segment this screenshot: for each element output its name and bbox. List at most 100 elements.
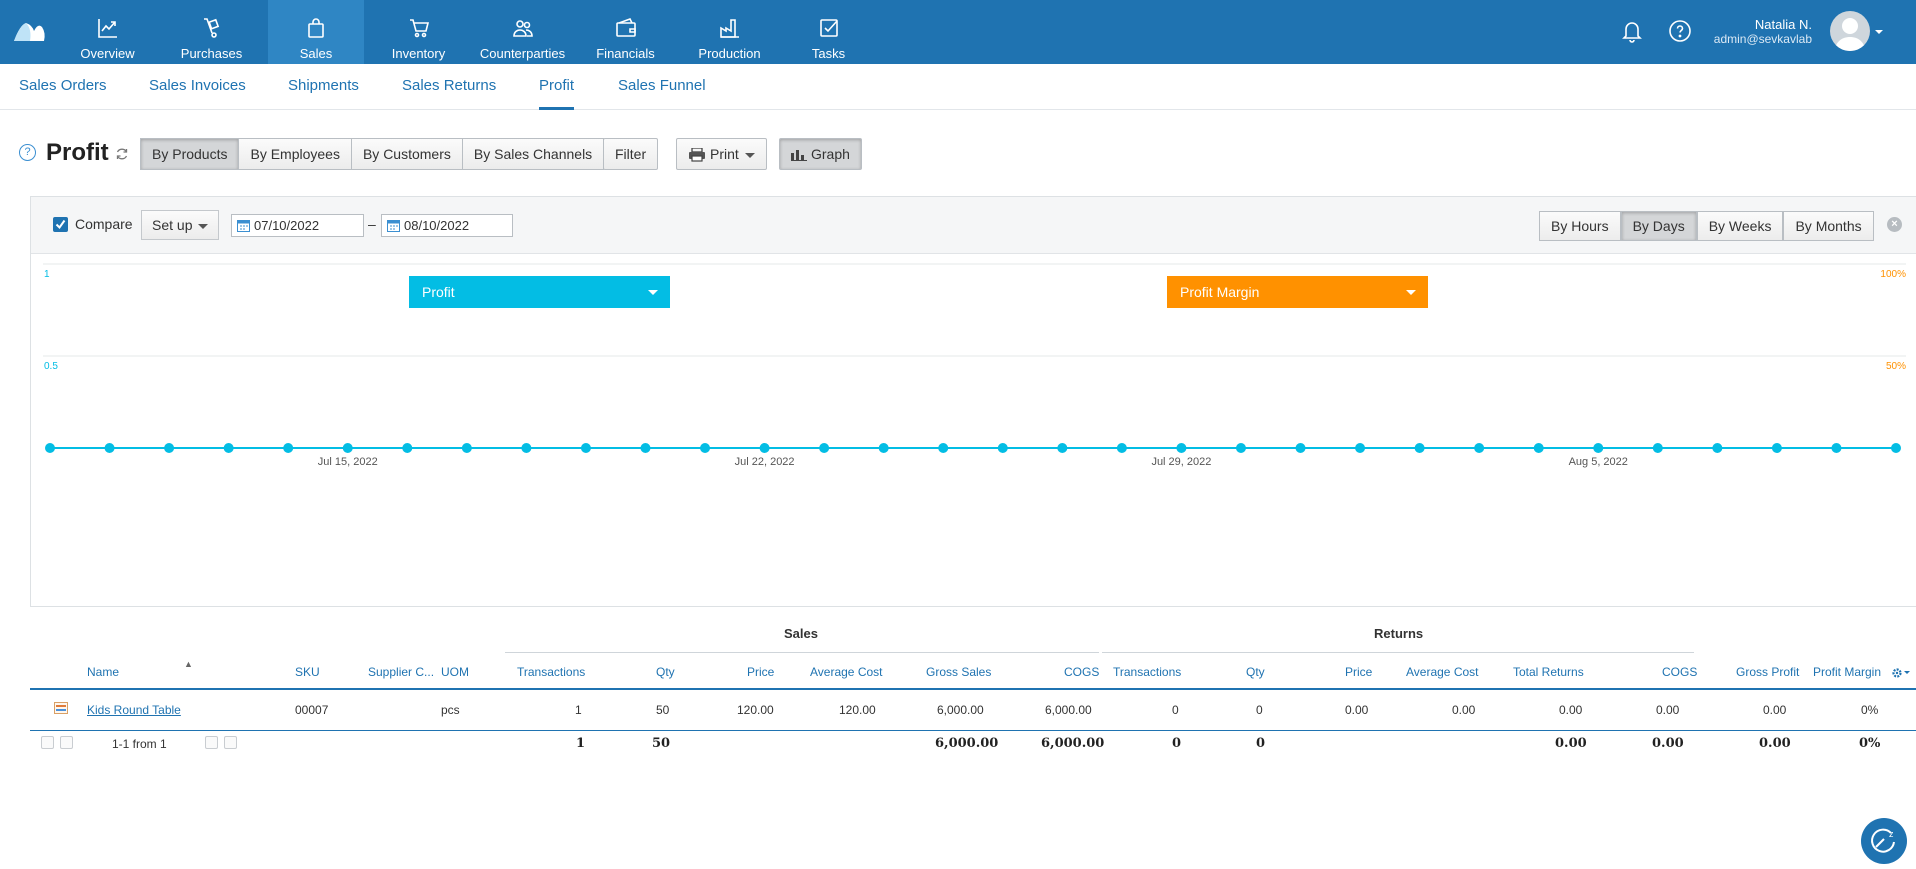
bell-icon[interactable] bbox=[1620, 18, 1644, 44]
col-return-average-cost[interactable]: Average Cost bbox=[1406, 665, 1479, 679]
setup-dropdown[interactable]: Set up bbox=[141, 210, 220, 240]
cell-cogs: 6,000.00 bbox=[1045, 703, 1092, 717]
col-sku[interactable]: SKU bbox=[295, 665, 320, 679]
column-settings-gear-icon[interactable] bbox=[1892, 668, 1912, 678]
tab-sales-orders[interactable]: Sales Orders bbox=[19, 77, 107, 94]
col-return-cogs[interactable]: COGS bbox=[1662, 665, 1698, 679]
nav-counterparties[interactable]: Counterparties bbox=[475, 0, 570, 64]
totals-divider bbox=[30, 730, 1916, 731]
page-help-icon[interactable]: ? bbox=[19, 144, 36, 161]
user-info[interactable]: Natalia N. admin@sevkavlab bbox=[1714, 17, 1812, 47]
x-axis-tick-label: Aug 5, 2022 bbox=[1569, 456, 1628, 468]
cart-icon bbox=[409, 19, 429, 38]
data-point bbox=[521, 443, 532, 453]
calendar-icon[interactable] bbox=[387, 219, 400, 232]
setup-label: Set up bbox=[152, 217, 193, 233]
calendar-icon[interactable] bbox=[237, 219, 250, 232]
data-point bbox=[1176, 443, 1187, 453]
by-days-button[interactable]: By Days bbox=[1620, 211, 1697, 241]
col-qty[interactable]: Qty bbox=[656, 665, 675, 679]
total-return-transactions: 0 bbox=[1172, 736, 1182, 751]
tab-profit[interactable]: Profit bbox=[539, 77, 575, 110]
app-logo-icon[interactable] bbox=[12, 17, 46, 45]
avatar[interactable] bbox=[1830, 11, 1870, 51]
user-email: admin@sevkavlab bbox=[1713, 32, 1812, 46]
user-silhouette-icon bbox=[1835, 18, 1865, 51]
next-page-icon[interactable] bbox=[205, 736, 218, 749]
by-employees-button[interactable]: By Employees bbox=[239, 138, 352, 170]
nav-inventory[interactable]: Inventory bbox=[371, 0, 466, 64]
nav-purchases[interactable]: Purchases bbox=[164, 0, 259, 64]
nav-production[interactable]: Production bbox=[682, 0, 777, 64]
nav-tasks[interactable]: Tasks bbox=[781, 0, 876, 64]
col-supplier-code[interactable]: Supplier C... bbox=[368, 665, 435, 679]
filter-button[interactable]: Filter bbox=[603, 138, 659, 170]
support-chat-button[interactable]: z bbox=[1861, 818, 1907, 864]
checkbox-icon bbox=[819, 19, 838, 37]
bar-chart-icon bbox=[791, 150, 807, 162]
print-button[interactable]: Print bbox=[676, 138, 767, 170]
nav-label: Overview bbox=[80, 46, 135, 61]
prev-page-icon[interactable] bbox=[60, 736, 73, 749]
by-weeks-button[interactable]: By Weeks bbox=[1696, 211, 1784, 241]
col-return-qty[interactable]: Qty bbox=[1246, 665, 1265, 679]
help-circle-icon[interactable] bbox=[1668, 19, 1692, 43]
graph-toggle-button[interactable]: Graph bbox=[779, 138, 862, 170]
returns-group-header: Returns bbox=[1374, 626, 1424, 641]
people-icon bbox=[512, 20, 533, 37]
data-point bbox=[104, 443, 115, 453]
tab-sales-returns[interactable]: Sales Returns bbox=[402, 77, 497, 94]
period-button-group: By Hours By Days By Weeks By Months bbox=[1539, 211, 1874, 241]
right-metric-dropdown[interactable]: Profit Margin bbox=[1167, 276, 1428, 308]
close-icon[interactable]: × bbox=[1887, 217, 1902, 232]
chart-controls: Compare Set up 07/10/2022 – 08/10/2022 B… bbox=[31, 197, 1916, 254]
tab-sales-funnel[interactable]: Sales Funnel bbox=[618, 77, 706, 94]
data-point bbox=[1116, 443, 1127, 453]
by-months-button[interactable]: By Months bbox=[1783, 211, 1874, 241]
svg-text:z: z bbox=[1889, 829, 1894, 839]
col-cogs[interactable]: COGS bbox=[1064, 665, 1100, 679]
caret-down-icon bbox=[744, 152, 755, 158]
nav-label: Counterparties bbox=[479, 46, 566, 61]
tab-sales-invoices[interactable]: Sales Invoices bbox=[149, 77, 246, 94]
col-uom[interactable]: UOM bbox=[441, 665, 469, 679]
data-point bbox=[461, 443, 472, 453]
first-page-icon[interactable] bbox=[41, 736, 54, 749]
col-gross-profit[interactable]: Gross Profit bbox=[1736, 665, 1800, 679]
refresh-icon[interactable] bbox=[115, 147, 129, 161]
by-products-button[interactable]: By Products bbox=[140, 138, 240, 170]
left-metric-dropdown[interactable]: Profit bbox=[409, 276, 670, 308]
total-gross-sales: 6,000.00 bbox=[935, 736, 999, 751]
last-page-icon[interactable] bbox=[224, 736, 237, 749]
returns-group-line bbox=[1102, 652, 1694, 653]
check-icon bbox=[55, 219, 66, 230]
col-return-transactions[interactable]: Transactions bbox=[1113, 665, 1182, 679]
chevron-down-icon[interactable] bbox=[1874, 28, 1884, 36]
by-hours-button[interactable]: By Hours bbox=[1539, 211, 1621, 241]
col-name[interactable]: Name bbox=[87, 665, 120, 679]
data-point bbox=[45, 443, 55, 453]
col-gross-sales[interactable]: Gross Sales bbox=[926, 665, 992, 679]
product-name-link[interactable]: Kids Round Table bbox=[87, 703, 181, 717]
cell-transactions: 1 bbox=[575, 703, 582, 717]
date-to-field[interactable]: 08/10/2022 bbox=[381, 214, 513, 237]
tab-shipments[interactable]: Shipments bbox=[288, 77, 359, 94]
factory-icon bbox=[719, 19, 739, 38]
nav-overview[interactable]: Overview bbox=[60, 0, 155, 64]
col-transactions[interactable]: Transactions bbox=[517, 665, 586, 679]
col-price[interactable]: Price bbox=[747, 665, 775, 679]
date-from-field[interactable]: 07/10/2022 bbox=[231, 214, 364, 237]
col-total-returns[interactable]: Total Returns bbox=[1513, 665, 1584, 679]
data-point bbox=[1057, 443, 1068, 453]
nav-sales[interactable]: Sales bbox=[268, 0, 364, 64]
data-point bbox=[819, 443, 830, 453]
col-return-price[interactable]: Price bbox=[1345, 665, 1373, 679]
compare-checkbox[interactable] bbox=[53, 217, 68, 232]
caret-down-icon bbox=[1406, 290, 1416, 295]
by-sales-channels-button[interactable]: By Sales Channels bbox=[462, 138, 605, 170]
col-profit-margin[interactable]: Profit Margin bbox=[1813, 665, 1882, 679]
nav-financials[interactable]: Financials bbox=[578, 0, 673, 64]
by-customers-button[interactable]: By Customers bbox=[351, 138, 463, 170]
col-average-cost[interactable]: Average Cost bbox=[810, 665, 883, 679]
sort-asc-icon[interactable]: ▲ bbox=[184, 659, 193, 669]
